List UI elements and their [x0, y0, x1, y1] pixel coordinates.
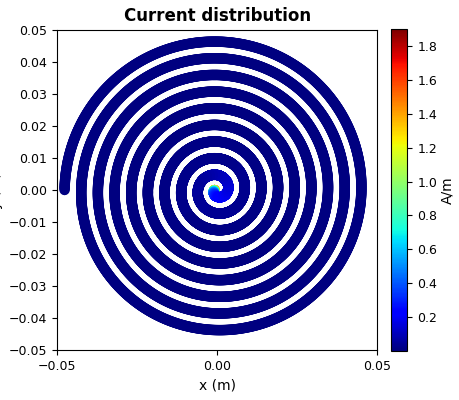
X-axis label: x (m): x (m)	[198, 378, 235, 392]
Y-axis label: A/m: A/m	[439, 176, 453, 204]
Y-axis label: y (m): y (m)	[0, 172, 3, 208]
Title: Current distribution: Current distribution	[123, 8, 310, 26]
